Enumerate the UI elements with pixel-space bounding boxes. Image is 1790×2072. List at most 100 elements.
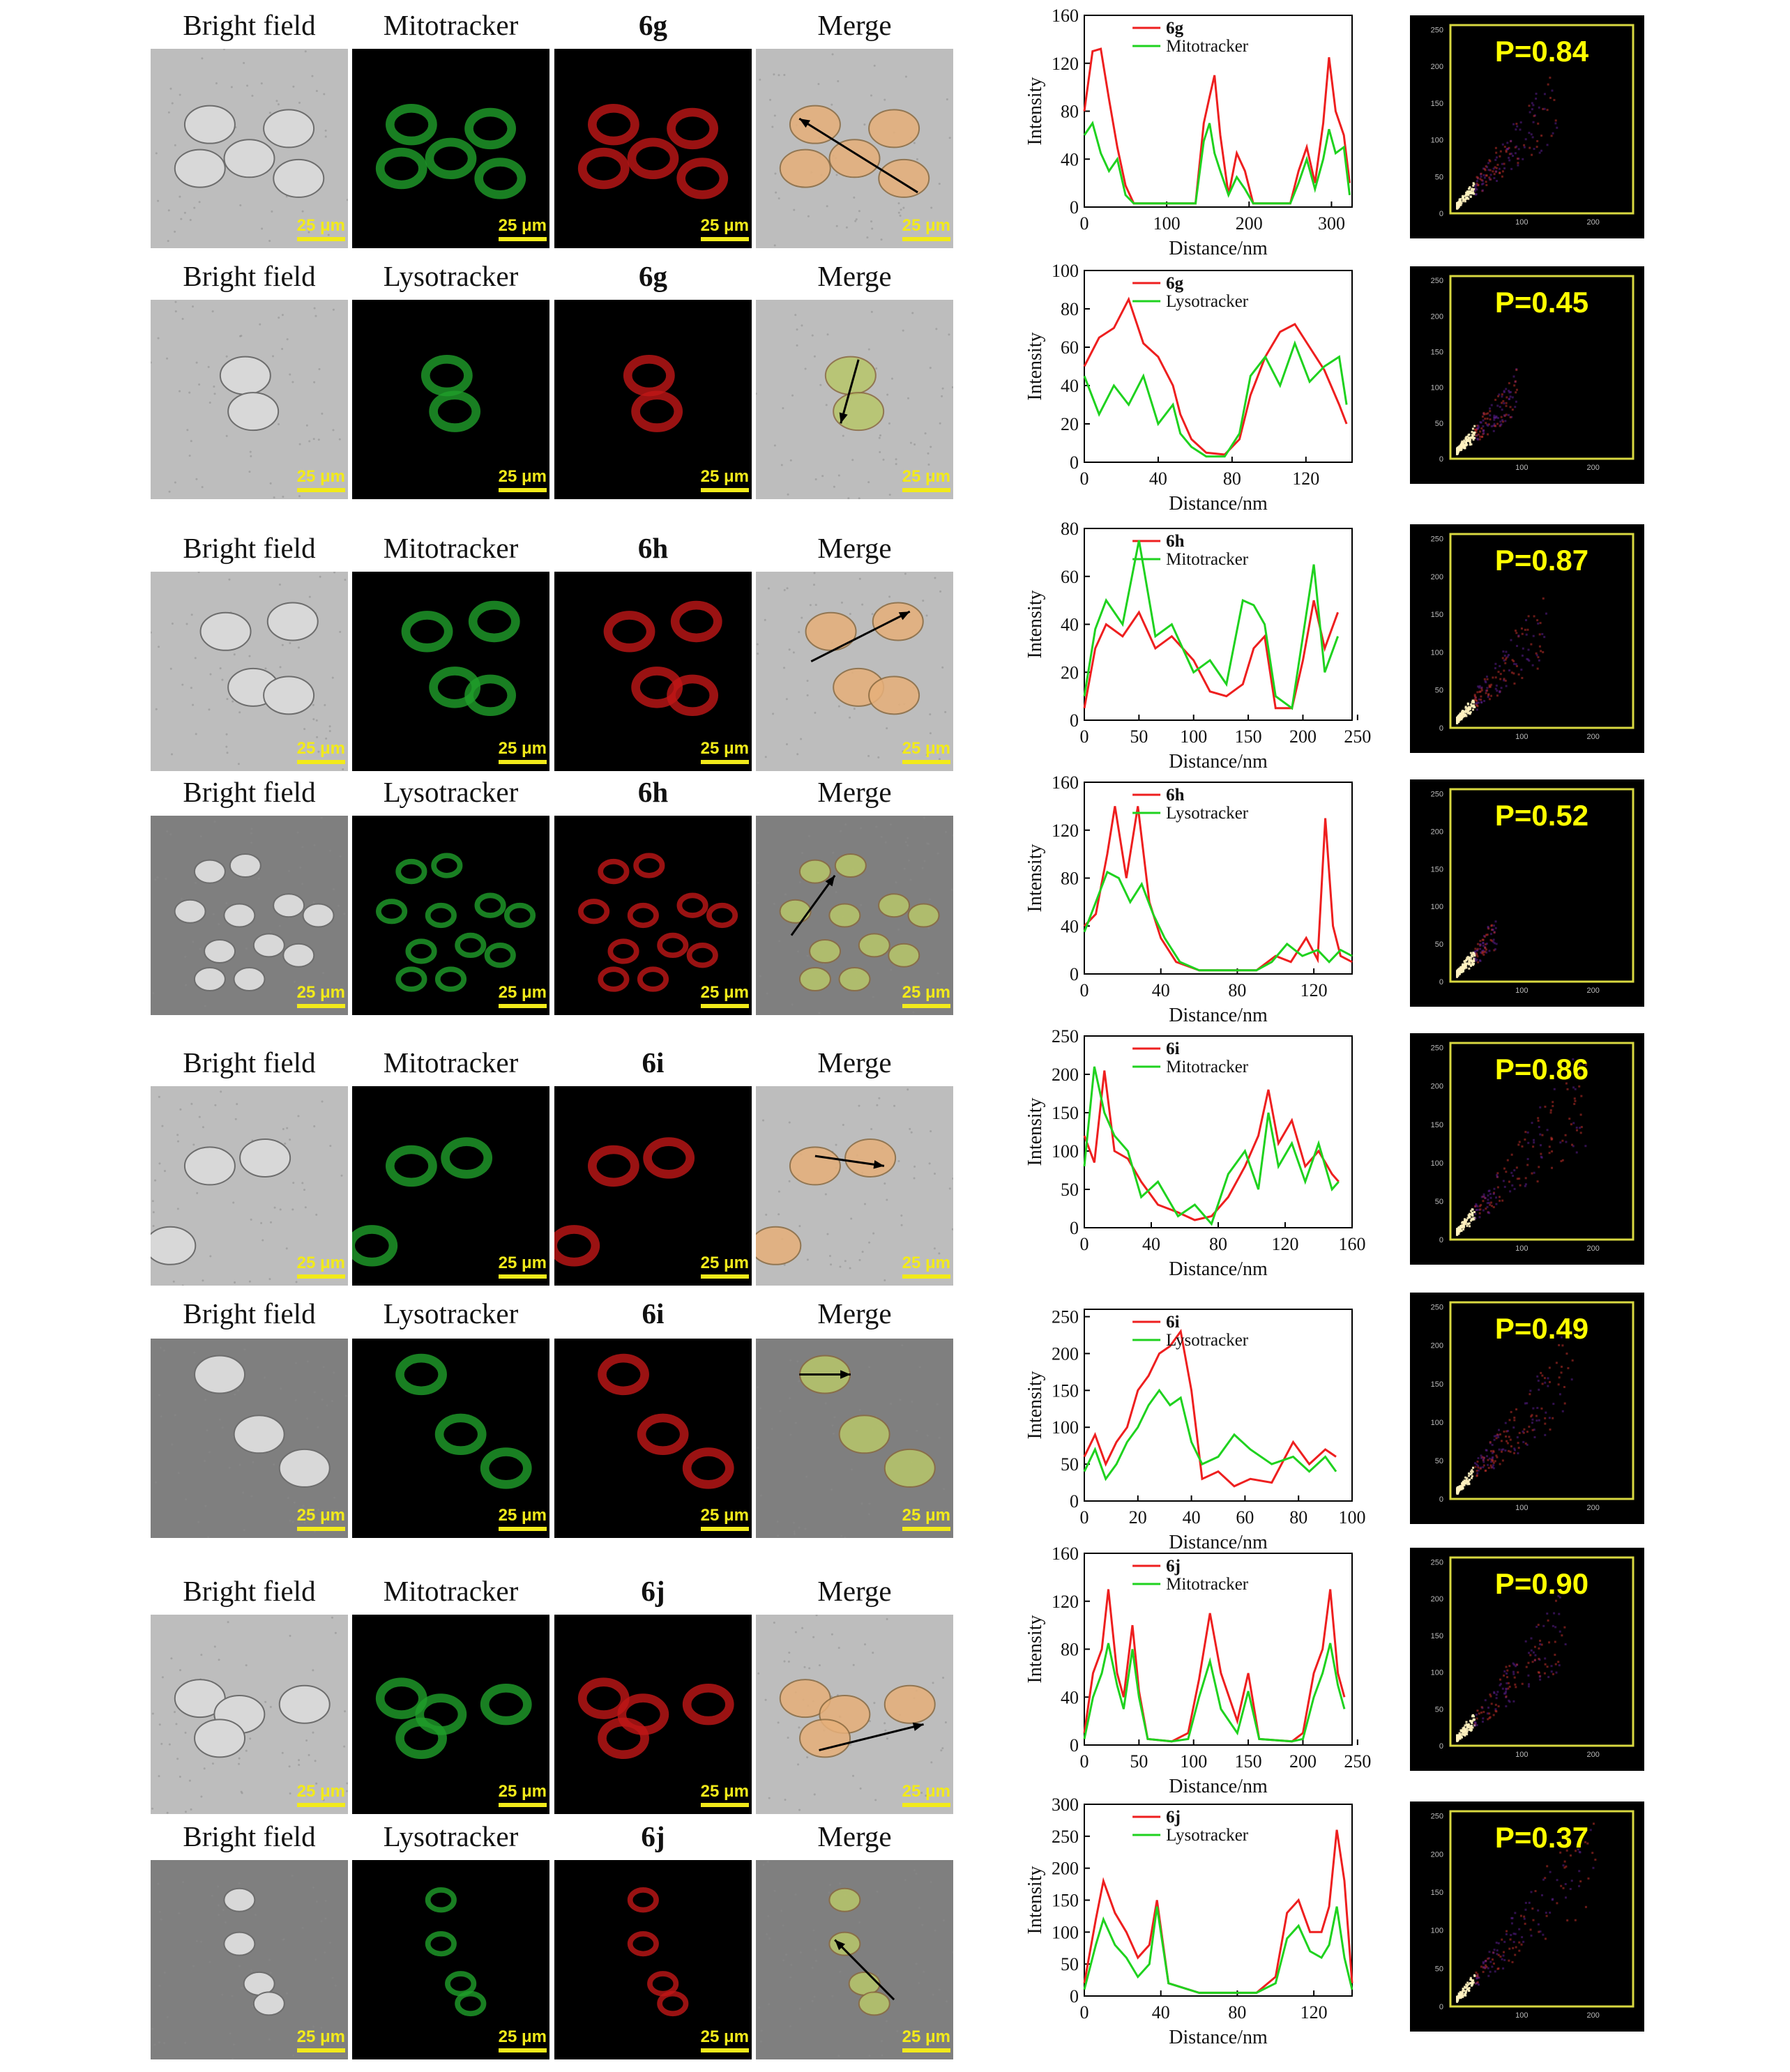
scale-bar-label: 25 μm	[700, 1254, 749, 1272]
tracker-column-label: Lysotracker	[383, 776, 519, 808]
legend-label: 6j	[1166, 1557, 1181, 1576]
scale-bar-label: 25 μm	[296, 1782, 345, 1801]
scale-bar: 25 μm	[498, 469, 547, 492]
svg-text:100: 100	[1515, 1504, 1528, 1512]
pearson-coefficient: P=0.86	[1495, 1053, 1588, 1085]
y-axis-label: Intensity	[1024, 77, 1046, 146]
scale-bar: 25 μm	[296, 469, 345, 492]
scale-bar-line	[296, 2048, 345, 2052]
svg-text:50: 50	[1435, 940, 1443, 949]
tracker-panel: 25 μm	[352, 1086, 549, 1286]
compound-panel: 25 μm	[554, 49, 752, 248]
y-tick-label: 200	[1052, 1343, 1079, 1364]
scale-bar: 25 μm	[700, 1507, 749, 1531]
y-tick-label: 250	[1052, 1026, 1079, 1046]
bright-field-micrograph-image	[151, 816, 348, 1015]
legend-label: 6j	[1166, 1808, 1181, 1827]
x-tick-label: 0	[1080, 2002, 1089, 2023]
x-tick-label: 40	[1152, 2002, 1170, 2023]
x-axis-label: Distance/nm	[1169, 1258, 1268, 1280]
tracker-column-label: Lysotracker	[383, 1297, 519, 1330]
svg-text:250: 250	[1431, 535, 1443, 544]
svg-text:0: 0	[1439, 2003, 1443, 2011]
svg-text:200: 200	[1431, 312, 1443, 321]
scale-bar-label: 25 μm	[902, 2027, 950, 2046]
scale-bar: 25 μm	[498, 1254, 547, 1279]
scale-bar-line	[902, 2048, 950, 2052]
y-axis-label: Intensity	[1024, 1098, 1046, 1166]
scale-bar-label: 25 μm	[498, 2027, 547, 2046]
scale-bar: 25 μm	[902, 1255, 950, 1279]
scale-bar: 25 μm	[700, 740, 749, 764]
y-tick-label: 0	[1070, 1735, 1079, 1755]
x-axis-label: Distance/nm	[1169, 1532, 1268, 1553]
svg-text:100: 100	[1515, 733, 1528, 741]
scale-bar-label: 25 μm	[296, 739, 345, 758]
scale-bar-label: 25 μm	[902, 1506, 950, 1525]
scale-bar-label: 25 μm	[902, 467, 950, 486]
x-tick-label: 300	[1318, 213, 1345, 234]
svg-text:200: 200	[1587, 218, 1600, 227]
scale-bar-line	[902, 1004, 950, 1008]
y-tick-label: 40	[1061, 1687, 1079, 1707]
svg-text:250: 250	[1431, 1813, 1443, 1821]
merge-column-label: Merge	[817, 9, 892, 41]
tracker-micrograph-image	[352, 1086, 549, 1286]
svg-text:100: 100	[1515, 1244, 1528, 1253]
bright-field-column-label: Bright field	[183, 532, 316, 564]
x-axis-label: Distance/nm	[1169, 493, 1268, 515]
plot-frame	[1084, 1309, 1353, 1502]
legend-label: Lysotracker	[1166, 1826, 1249, 1845]
series-line-6i	[1083, 1328, 1337, 1488]
x-tick-label: 150	[1235, 726, 1262, 747]
scale-bar: 25 μm	[902, 2029, 950, 2052]
pearson-coefficient: P=0.90	[1495, 1567, 1588, 1600]
colocalization-scatter-plot: 0 50 100 150 200 250 100 200 P=0.86	[1410, 1033, 1644, 1265]
svg-text:0: 0	[1439, 724, 1443, 733]
bright-field-micrograph-image	[151, 1615, 348, 1814]
scale-bar-line	[902, 1527, 950, 1531]
bright-field-panel: 25 μm	[151, 816, 348, 1015]
x-tick-label: 120	[1272, 1234, 1299, 1254]
scale-bar-label: 25 μm	[498, 1254, 547, 1272]
compound-panel: 25 μm	[554, 300, 752, 499]
tracker-micrograph-image	[352, 49, 549, 248]
legend-label: Mitotracker	[1166, 1575, 1249, 1594]
x-tick-label: 0	[1080, 1751, 1089, 1772]
scale-bar: 25 μm	[700, 1783, 749, 1807]
svg-text:150: 150	[1431, 1632, 1443, 1640]
scale-bar: 25 μm	[902, 1507, 950, 1531]
y-tick-label: 80	[1061, 102, 1079, 122]
svg-text:100: 100	[1515, 987, 1528, 995]
scale-bar-label: 25 μm	[902, 1782, 950, 1801]
y-tick-label: 100	[1052, 261, 1079, 281]
svg-text:0: 0	[1439, 1236, 1443, 1244]
scale-bar-label: 25 μm	[498, 983, 547, 1002]
y-tick-label: 0	[1070, 964, 1079, 984]
y-tick-label: 40	[1061, 149, 1079, 169]
scale-bar-label: 25 μm	[296, 1506, 345, 1525]
series-line-mitotracker	[1083, 121, 1351, 205]
series-line-mitotracker	[1083, 540, 1340, 710]
bright-field-column-label: Bright field	[183, 776, 316, 808]
pearson-coefficient: P=0.45	[1495, 286, 1588, 319]
svg-text:150: 150	[1431, 865, 1443, 874]
x-tick-label: 80	[1289, 1507, 1307, 1528]
y-tick-label: 0	[1070, 197, 1079, 218]
series-line-6j	[1083, 1829, 1353, 1994]
compound-micrograph-image	[554, 1615, 752, 1814]
intensity-profile-chart: 0 40 80 120 160 0 40 80 120 Distance/nm Intensity 6…	[1024, 772, 1353, 1026]
merge-panel: 25 μm	[756, 1086, 953, 1286]
tracker-column-label: Mitotracker	[383, 1575, 519, 1607]
scale-bar-line	[700, 1274, 749, 1279]
scatter-frame	[1449, 24, 1634, 215]
tracker-panel: 25 μm	[352, 49, 549, 248]
merge-micrograph-image	[756, 1860, 953, 2059]
colocalization-scatter-plot: 0 50 100 150 200 250 100 200 P=0.45	[1410, 266, 1644, 484]
compound-column-label: 6h	[637, 776, 669, 808]
scale-bar-line	[498, 2048, 547, 2052]
svg-text:200: 200	[1431, 828, 1443, 836]
y-tick-label: 60	[1061, 337, 1079, 358]
colocalization-scatter-plot: 0 50 100 150 200 250 100 200 P=0.49	[1410, 1293, 1644, 1524]
x-axis-label: Distance/nm	[1169, 1005, 1268, 1026]
